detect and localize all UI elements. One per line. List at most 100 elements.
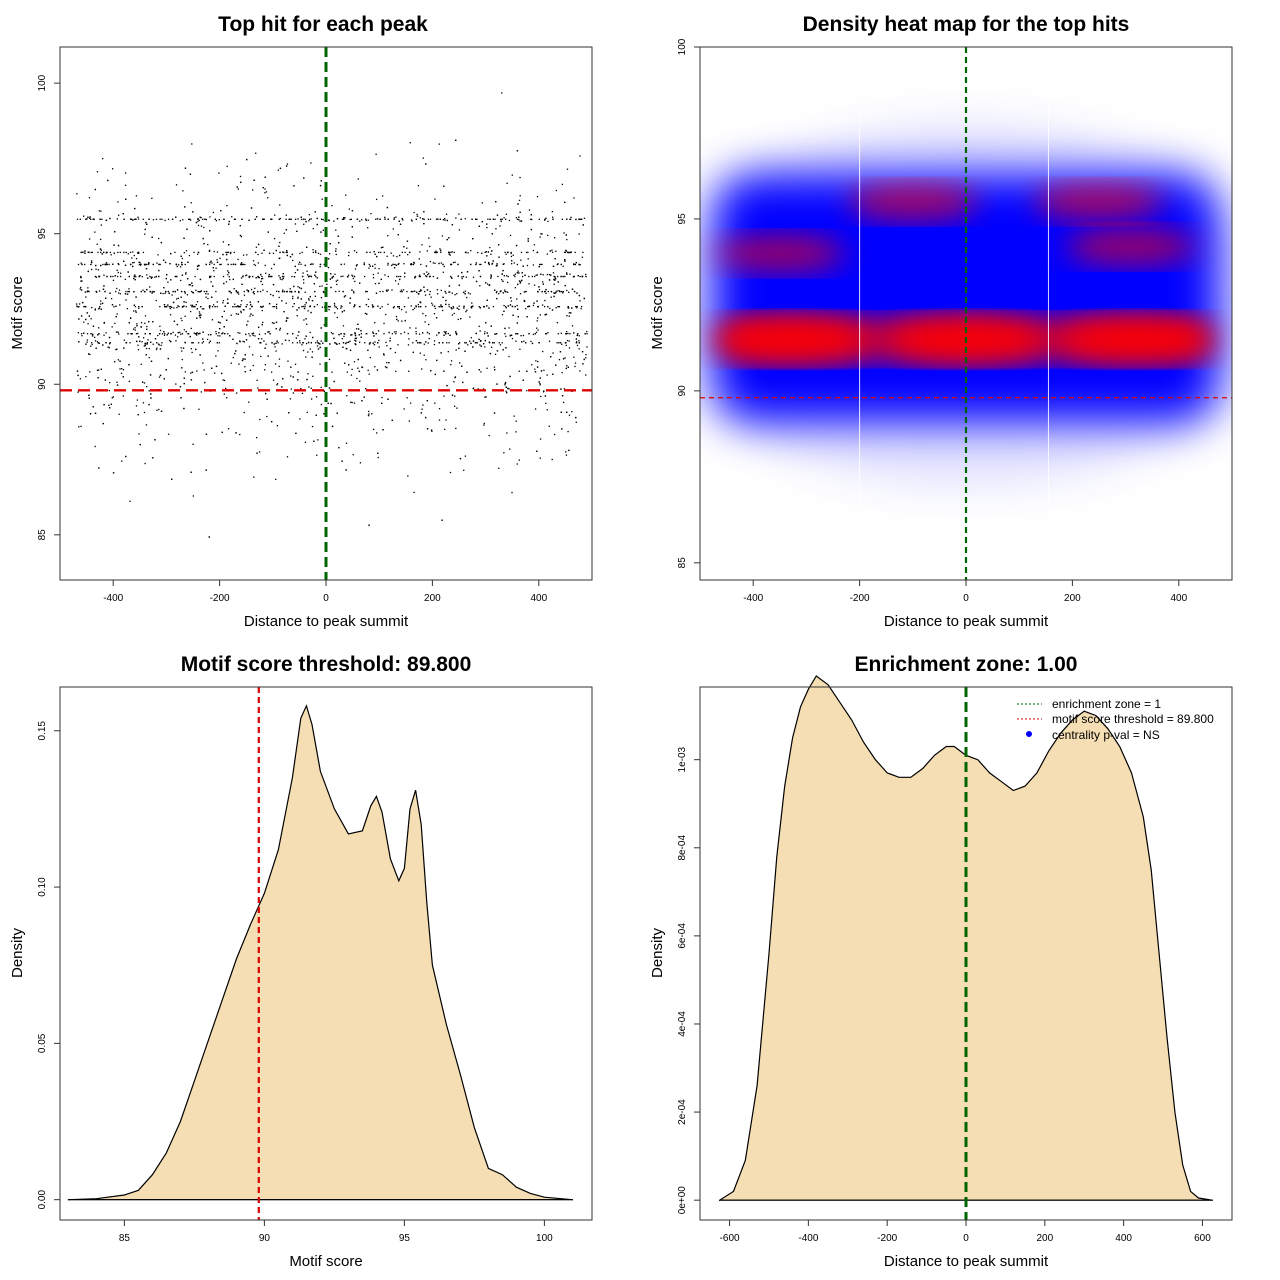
scatter-point	[565, 454, 568, 456]
scatter-point	[301, 344, 303, 346]
scatter-point	[240, 277, 243, 279]
scatter-point	[205, 263, 207, 266]
scatter-point	[184, 341, 186, 344]
scatter-point	[145, 385, 148, 388]
scatter-point	[456, 407, 458, 409]
scatter-point	[99, 303, 102, 305]
scatter-point	[336, 316, 338, 319]
scatter-point	[343, 309, 345, 312]
scatter-point	[400, 333, 402, 335]
scatter-point	[367, 414, 370, 417]
scatter-point	[263, 249, 265, 251]
scatter-point	[349, 340, 351, 342]
scatter-point	[510, 255, 513, 258]
scatter-point	[504, 384, 506, 386]
scatter-point	[502, 269, 504, 272]
scatter-point	[550, 290, 553, 293]
scatter-point	[354, 332, 356, 334]
panel2-xlabel: Distance to peak summit	[884, 613, 1049, 630]
scatter-point	[151, 292, 153, 294]
scatter-point	[575, 305, 577, 308]
scatter-point	[554, 258, 556, 260]
scatter-point	[410, 219, 413, 221]
scatter-point	[163, 378, 165, 380]
scatter-point	[77, 263, 80, 266]
scatter-point	[404, 272, 406, 274]
scatter-point	[565, 333, 568, 335]
scatter-point	[298, 263, 300, 265]
scatter-point	[257, 387, 259, 389]
scatter-point	[445, 299, 447, 302]
scatter-point	[171, 294, 173, 296]
scatter-point	[511, 491, 513, 494]
scatter-point	[336, 343, 338, 345]
scatter-point	[232, 338, 234, 341]
scatter-point	[331, 371, 333, 373]
scatter-point	[579, 275, 581, 278]
scatter-point	[128, 364, 130, 366]
scatter-point	[340, 263, 342, 266]
x-tick-label: 400	[1170, 593, 1187, 604]
scatter-point	[373, 250, 375, 253]
scatter-point	[532, 304, 535, 307]
scatter-point	[469, 316, 471, 318]
scatter-point	[525, 342, 527, 344]
scatter-point	[389, 347, 392, 350]
scatter-point	[425, 305, 427, 308]
scatter-point	[159, 305, 161, 308]
scatter-point	[440, 251, 442, 254]
scatter-point	[216, 342, 219, 344]
scatter-point	[417, 303, 419, 306]
scatter-point	[477, 251, 479, 254]
scatter-point	[319, 184, 322, 187]
scatter-point	[387, 303, 389, 306]
scatter-point	[481, 252, 483, 254]
scatter-point	[184, 292, 186, 294]
scatter-point	[133, 261, 135, 264]
scatter-point	[209, 263, 211, 266]
scatter-point	[116, 348, 118, 350]
scatter-point	[436, 334, 438, 336]
scatter-point	[214, 305, 216, 308]
scatter-point	[502, 349, 504, 351]
scatter-point	[319, 343, 321, 345]
scatter-point	[334, 312, 336, 314]
scatter-point	[171, 306, 173, 309]
scatter-point	[117, 244, 120, 247]
scatter-point	[295, 337, 298, 339]
scatter-point	[514, 305, 516, 308]
scatter-point	[448, 251, 450, 254]
scatter-point	[203, 290, 205, 293]
scatter-point	[487, 262, 490, 265]
scatter-point	[312, 227, 314, 230]
scatter-point	[79, 218, 81, 220]
scatter-point	[215, 267, 217, 269]
scatter-point	[259, 342, 261, 344]
scatter-point	[223, 393, 225, 395]
scatter-point	[375, 333, 377, 335]
scatter-point	[359, 220, 361, 222]
scatter-point	[123, 251, 125, 254]
scatter-point	[245, 339, 248, 341]
scatter-point	[530, 214, 533, 216]
scatter-point	[475, 342, 477, 344]
scatter-point	[219, 322, 221, 324]
scatter-point	[142, 337, 145, 339]
scatter-point	[163, 334, 166, 336]
scatter-point	[125, 455, 127, 458]
scatter-point	[264, 176, 266, 178]
scatter-point	[309, 218, 311, 220]
scatter-point	[98, 308, 100, 310]
scatter-point	[574, 263, 577, 266]
scatter-point	[316, 340, 319, 342]
scatter-point	[260, 305, 262, 308]
scatter-point	[403, 305, 406, 308]
scatter-point	[96, 291, 98, 293]
scatter-point	[535, 360, 537, 362]
scatter-point	[565, 451, 567, 453]
scatter-point	[296, 315, 298, 317]
scatter-point	[169, 314, 172, 316]
scatter-point	[342, 346, 344, 348]
scatter-point	[258, 451, 261, 453]
scatter-point	[110, 297, 113, 300]
